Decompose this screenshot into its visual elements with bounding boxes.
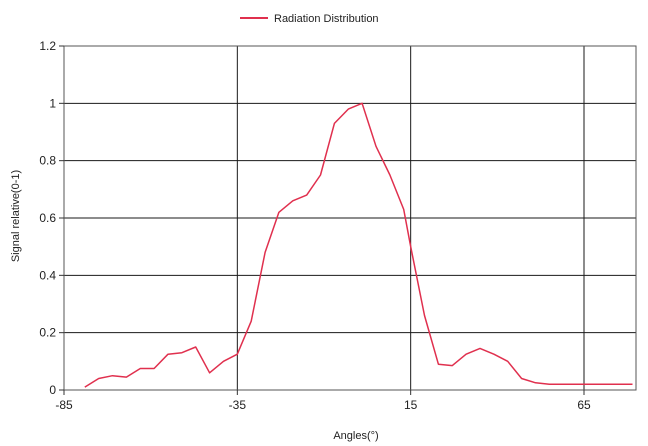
y-axis-ticks: 0 0.2 0.4 0.6 0.8 1 1.2 — [39, 39, 64, 397]
y-tick-label-3: 0.6 — [39, 211, 56, 225]
y-tick-label-6: 1.2 — [39, 39, 56, 53]
x-axis-title: Angles(°) — [333, 430, 378, 442]
x-tick-label-1: -35 — [229, 398, 247, 412]
x-axis-ticks: -85 -35 15 65 — [55, 390, 591, 412]
x-tick-label-3: 65 — [577, 398, 591, 412]
x-tick-label-0: -85 — [55, 398, 73, 412]
grid — [63, 45, 636, 391]
x-tick-label-2: 15 — [404, 398, 418, 412]
y-tick-label-1: 0.2 — [39, 326, 56, 340]
legend: Radiation Distribution — [240, 13, 379, 25]
y-tick-label-4: 0.8 — [39, 154, 56, 168]
series-layer — [84, 102, 633, 388]
series-line-0 — [84, 102, 633, 388]
y-tick-label-0: 0 — [49, 383, 56, 397]
y-tick-label-5: 1 — [49, 96, 56, 110]
legend-label: Radiation Distribution — [274, 13, 379, 25]
y-axis-title: Signal relative(0-1) — [10, 170, 22, 262]
y-tick-label-2: 0.4 — [39, 268, 56, 282]
